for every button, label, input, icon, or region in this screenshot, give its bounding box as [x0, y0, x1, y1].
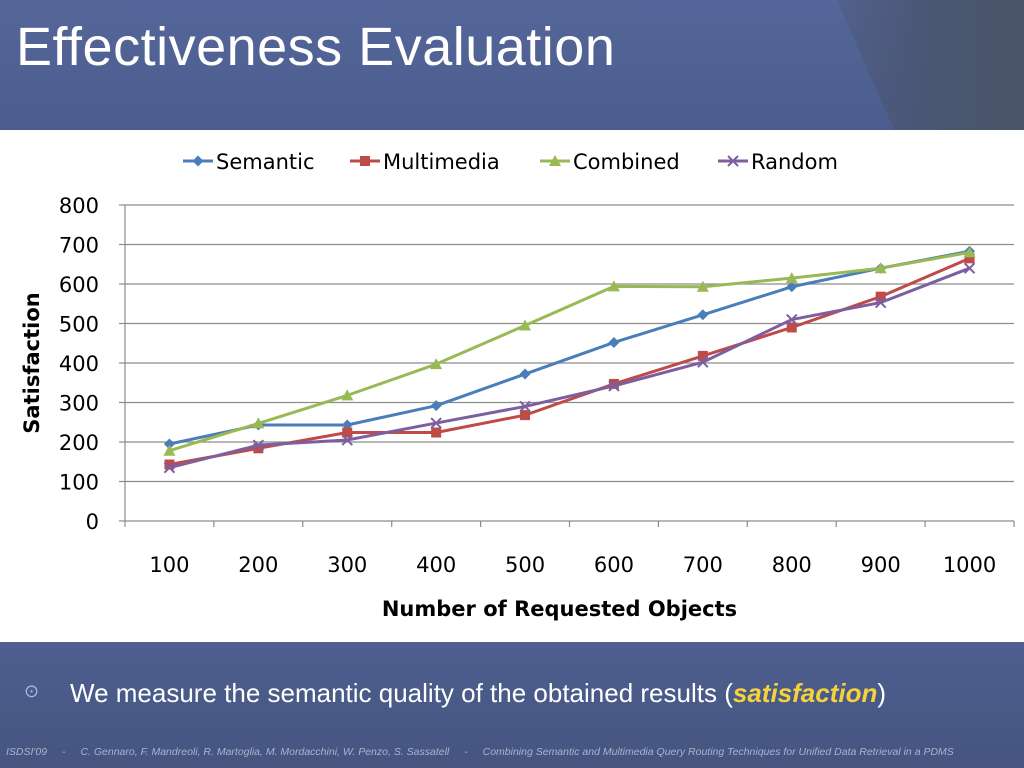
legend-marker-semantic [192, 155, 204, 167]
data-point-multimedia [786, 322, 797, 333]
x-tick-label: 500 [505, 553, 545, 577]
data-point-multimedia [697, 350, 708, 361]
y-tick-label: 0 [86, 510, 99, 534]
x-tick-label: 1000 [943, 553, 996, 577]
legend-label-semantic: Semantic [216, 150, 315, 174]
y-tick-label: 500 [59, 313, 99, 337]
footer-paper-title: Combining Semantic and Multimedia Query … [482, 746, 954, 758]
x-tick-label: 200 [238, 553, 278, 577]
slide-footer: ISDSI'09 - C. Gennaro, F. Mandreoli, R. … [6, 746, 1020, 758]
line-chart: 0 100 200 300 400 500 600 700 800 100 200 300 400 500… [20, 150, 1015, 621]
footer-separator: - [464, 746, 468, 758]
slide-title: Effectiveness Evaluation [16, 17, 616, 77]
data-point-random [608, 380, 620, 392]
data-point-multimedia [164, 459, 175, 470]
bullet-text-before: We measure the semantic quality of the o… [70, 678, 733, 708]
data-point-combined [519, 319, 532, 331]
data-point-combined [785, 272, 798, 284]
data-point-random [874, 296, 887, 309]
data-point-combined [696, 280, 709, 292]
chart-panel: 0 100 200 300 400 500 600 700 800 100 200 300 400 500… [0, 130, 1024, 642]
y-tick-label: 400 [59, 352, 99, 376]
y-tick-label: 300 [59, 392, 99, 416]
data-point-combined [430, 358, 443, 370]
x-tick-label: 400 [416, 553, 456, 577]
data-point-semantic [786, 281, 798, 293]
bullet-text-after: ) [877, 678, 887, 708]
data-point-random [519, 400, 531, 413]
data-point-combined [607, 280, 620, 292]
data-point-semantic [697, 309, 709, 321]
data-point-multimedia [520, 410, 531, 421]
data-point-semantic [430, 400, 442, 412]
data-point-combined [874, 262, 887, 274]
footer-separator: - [62, 746, 66, 758]
bullet-text-emphasis: satisfaction [732, 678, 878, 708]
series-line-random [169, 266, 971, 470]
legend-label-random: Random [751, 150, 838, 174]
data-point-multimedia [253, 443, 264, 454]
data-point-random [963, 262, 976, 274]
y-tick-label: 100 [59, 471, 99, 495]
legend-marker-random [727, 155, 739, 167]
data-point-combined [163, 444, 176, 456]
x-tick-label: 600 [594, 553, 634, 577]
data-point-combined [341, 389, 354, 401]
x-axis-title: Number of Requested Objects [382, 597, 737, 621]
footer-authors: C. Gennaro, F. Mandreoli, R. Martoglia, … [80, 746, 450, 758]
bullet-text: We measure the semantic quality of the o… [70, 678, 886, 709]
legend-label-combined: Combined [573, 150, 680, 174]
series-line-combined [169, 250, 970, 453]
series-line-multimedia [169, 256, 971, 466]
legend-marker-multimedia [360, 156, 370, 166]
data-point-multimedia [964, 253, 975, 264]
data-point-semantic [519, 368, 531, 380]
footer-venue: ISDSI'09 [6, 746, 48, 758]
y-tick-label: 800 [59, 194, 99, 218]
legend-label-multimedia: Multimedia [383, 150, 500, 174]
data-point-combined [963, 246, 976, 258]
y-tick-label: 200 [59, 431, 99, 455]
y-axis-title: Satisfaction [20, 292, 44, 433]
data-point-multimedia [608, 378, 619, 389]
circle-dot-icon: ⊙ [24, 681, 40, 701]
data-point-random [697, 356, 709, 368]
x-tick-label: 900 [861, 553, 901, 577]
x-tick-label: 100 [149, 553, 189, 577]
data-point-semantic [608, 336, 620, 348]
data-point-multimedia [431, 427, 442, 438]
data-point-combined [252, 417, 265, 429]
y-tick-label: 600 [59, 273, 99, 297]
y-tick-label: 700 [59, 234, 99, 258]
data-point-random [163, 461, 176, 474]
data-point-semantic [163, 438, 175, 450]
series-line-semantic [169, 249, 970, 446]
data-point-random [430, 417, 442, 429]
data-point-random [252, 439, 265, 451]
x-tick-label: 300 [327, 553, 367, 577]
x-tick-label: 800 [772, 553, 812, 577]
footer-band [0, 642, 1024, 768]
x-tick-label: 700 [683, 553, 723, 577]
legend-marker-combined [549, 155, 561, 166]
data-point-random [786, 313, 798, 326]
data-point-random [341, 434, 353, 446]
data-point-multimedia [342, 427, 353, 438]
data-point-multimedia [875, 291, 886, 302]
